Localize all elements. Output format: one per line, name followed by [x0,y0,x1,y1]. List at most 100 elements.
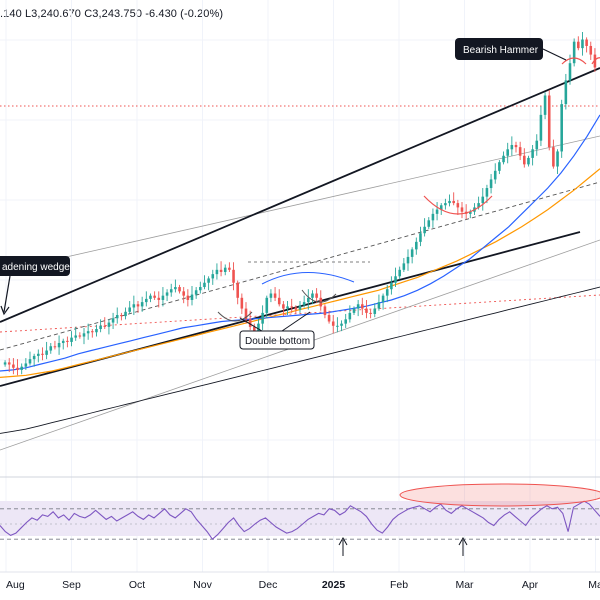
broadening-wedge-callout[interactable]: adening wedge [0,256,70,316]
ma-blue-line [0,114,600,372]
candle [228,262,231,272]
candle [456,199,460,215]
candle-body [120,315,123,317]
candle-body [174,287,177,290]
candle-body [290,306,293,308]
candle [290,298,293,313]
double-bottom-arc-left [217,311,253,322]
candle [24,358,28,370]
candle [381,293,385,310]
candle [547,90,551,151]
double-bottom-callout[interactable]: Double bottom [239,311,315,350]
candle-body [153,295,156,298]
candle-body [444,203,447,206]
candle [41,347,44,361]
candle [485,184,489,204]
candle [311,290,314,305]
candle [111,312,115,330]
candle-body [294,307,298,310]
candle [199,281,202,294]
candle-body [140,302,144,307]
candle-body [531,149,534,158]
candle [28,351,32,366]
candle-body [577,41,580,49]
candle [186,289,190,307]
candle-body [86,331,90,334]
candle [86,323,90,340]
candle [344,313,347,328]
candle-body [352,308,356,313]
candle [543,92,547,120]
candle-body [165,292,169,296]
x-tick-label: Nov [193,579,212,591]
candle-body [302,302,306,306]
candle-body [248,319,252,327]
x-axis-ticks: Aug Sep Oct Nov Dec 2025 Feb Mar Apr Ma [6,579,600,591]
candle [307,289,310,310]
candle-body [273,293,277,298]
candle [215,263,219,280]
broadening-wedge-label: adening wedge [2,262,70,273]
candle-body [199,287,202,291]
candle-body [45,350,48,355]
candle-body [390,282,393,290]
candle [153,291,156,300]
candle-body [74,335,77,338]
bearish-hammer-callout[interactable]: Bearish Hammer [455,38,567,61]
candle-body [556,151,559,167]
candle-body [70,337,73,342]
candle [589,41,593,60]
candle-body [539,114,543,141]
bearish-hammer-label: Bearish Hammer [463,45,539,56]
candle [161,287,165,307]
rsi-up-arrow-1 [338,536,348,556]
candle [211,269,215,285]
candle-body [49,346,53,351]
candle-body [228,267,231,270]
candle [190,285,194,306]
candle [57,335,61,355]
candle-body [356,304,360,309]
candle [506,142,509,164]
candle-body [7,362,11,365]
x-tick-label: Mar [455,579,474,591]
candle [82,327,86,345]
candle [45,341,48,360]
candle [132,295,136,316]
candle-body [132,304,136,308]
candle [194,287,198,299]
candle [539,106,543,147]
candle [423,218,426,237]
candle [107,319,111,335]
candle-body [381,295,385,303]
candle-body [286,306,289,309]
candle-body [410,249,414,257]
candle [302,295,306,308]
candle-body [157,297,161,300]
candle-body [307,297,310,303]
candle [531,144,534,166]
candle [369,309,372,319]
candle [523,148,526,168]
candle-body [215,269,219,275]
candle-body [423,226,426,234]
candle-body [535,140,539,150]
hammer-arc-red [561,57,587,65]
candle-body [348,312,352,320]
candle [340,320,343,332]
candle [244,302,248,324]
candle-body [261,312,264,324]
candle [348,305,352,323]
candle [460,202,464,219]
candle-body [543,95,547,115]
wedge-upper-line [0,67,600,323]
candle-body [61,340,65,344]
candle [236,280,239,305]
rounded-bottom-arc-red [423,195,493,215]
candle-body [3,362,7,365]
candle-body [452,200,455,204]
candle-body [115,315,119,319]
candle-body [460,207,464,212]
candle [157,291,161,308]
